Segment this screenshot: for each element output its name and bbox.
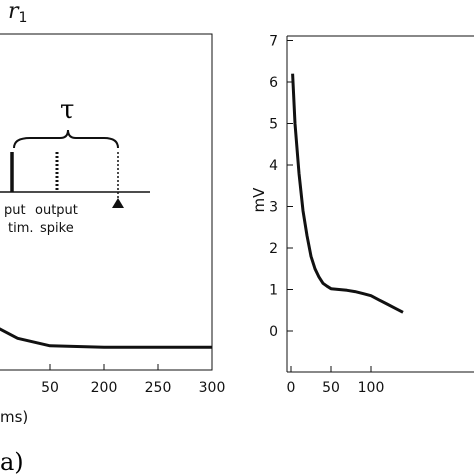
inset: τ put tim. output spike: [0, 95, 150, 236]
inset-tau: τ: [60, 95, 74, 125]
right-series-line: [291, 73, 404, 314]
right-x-tick-label: 50: [322, 380, 340, 396]
right-x-tick-label: 100: [358, 380, 385, 396]
left-x-tick-label: 250: [145, 380, 172, 396]
right-y-tick-label: 1: [269, 283, 278, 299]
right-y-tick-label: 0: [269, 324, 278, 340]
panel-label: a): [0, 448, 24, 474]
right-y-tick-label: 3: [269, 200, 278, 216]
right-y-axis-label: mV: [250, 187, 268, 213]
right-y-tick-label: 7: [269, 34, 278, 50]
left-x-tick-label: 300: [199, 380, 226, 396]
left-x-tick-label: 200: [91, 380, 118, 396]
left-x-axis-label: ms): [0, 408, 28, 426]
triangle-icon: [112, 198, 124, 208]
right-panel: 0 1 2 3 4 5 6 7 0 50 100 mV: [250, 34, 474, 396]
right-y-tick-label: 4: [269, 158, 278, 174]
left-title-fragment: r1: [8, 0, 27, 26]
left-x-tick-label: 50: [41, 380, 59, 396]
inset-label-input-1: put: [4, 203, 26, 218]
right-x-tick-label: 0: [287, 380, 296, 396]
left-series-line: [0, 327, 212, 349]
inset-brace: [13, 129, 119, 149]
right-y-tick-label: 6: [269, 75, 278, 91]
right-y-tick-label: 2: [269, 241, 278, 257]
inset-label-input-2: tim.: [8, 221, 34, 236]
inset-label-output-1: output: [35, 203, 78, 218]
left-plot-frame: [0, 33, 213, 371]
left-panel: r1 50 200 250 300 ms) a) τ put tim. output …: [0, 0, 225, 474]
right-y-tick-label: 5: [269, 117, 278, 133]
inset-label-output-2: spike: [40, 221, 74, 236]
